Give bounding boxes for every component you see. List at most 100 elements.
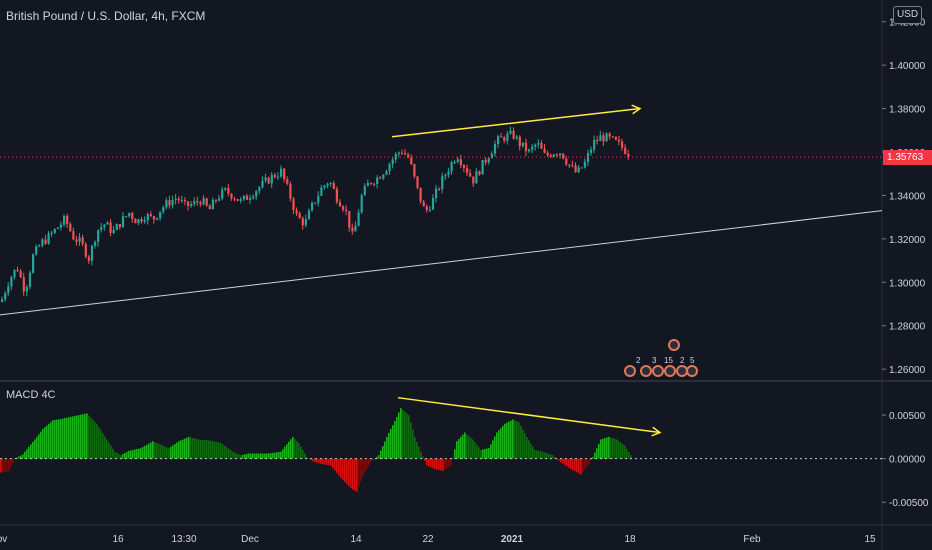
macd-bar [630, 455, 632, 459]
macd-bar [66, 417, 68, 459]
candle-body [534, 144, 537, 147]
macd-bar [134, 449, 136, 459]
macd-bar [58, 419, 60, 459]
symbol-title[interactable]: British Pound / U.S. Dollar, 4h, FXCM [6, 9, 206, 23]
macd-bar [4, 458, 6, 472]
macd-bar [612, 438, 614, 459]
macd-bar [410, 422, 412, 459]
macd-bar [98, 426, 100, 459]
macd-bar [2, 458, 4, 473]
candle-body [521, 142, 524, 147]
macd-bar [352, 458, 354, 490]
candle-body [366, 182, 369, 187]
candle-body [128, 213, 131, 217]
candle-body [624, 147, 627, 154]
candle-body [397, 152, 400, 154]
macd-bar [522, 429, 524, 459]
price-tick-label: 1.40000 [889, 61, 926, 72]
macd-bar [456, 441, 458, 459]
candle-body [239, 199, 242, 201]
macd-bar [114, 451, 116, 459]
macd-bar [222, 444, 224, 459]
macd-bar [434, 458, 436, 470]
currency-button[interactable]: USD [893, 6, 922, 24]
candle-body [196, 201, 199, 203]
macd-bar [398, 412, 400, 459]
macd-bar [226, 447, 228, 459]
macd-bar [220, 442, 222, 459]
candles-group [1, 126, 630, 303]
candle-body [546, 152, 549, 156]
macd-bar [576, 458, 578, 473]
macd-bar [138, 448, 140, 459]
macd-bar [430, 458, 432, 468]
macd-bar [432, 458, 434, 469]
candle-body [493, 143, 497, 154]
macd-bar [248, 453, 250, 459]
candle-body [571, 165, 574, 167]
macd-bar [582, 458, 584, 473]
candle-body [211, 199, 214, 210]
candle-body [599, 135, 602, 141]
macd-bar [620, 442, 622, 459]
macd-bar [34, 439, 36, 459]
candle-body [450, 162, 453, 172]
flag-icon[interactable] [664, 365, 676, 377]
macd-bar [446, 458, 448, 469]
macd-bar [596, 448, 598, 459]
macd-bar [198, 439, 200, 459]
candle-body [4, 293, 7, 300]
macd-bar [156, 442, 158, 459]
macd-bar [392, 425, 394, 459]
macd-bar [358, 458, 360, 487]
candle-body [162, 207, 165, 212]
macd-bar [324, 458, 326, 465]
macd-bar [276, 452, 278, 459]
macd-bar [490, 444, 492, 459]
macd-bar [406, 413, 408, 459]
macd-bar [110, 445, 112, 459]
macd-bar [486, 448, 488, 459]
macd-bar [344, 458, 346, 483]
candle-body [35, 246, 38, 255]
macd-bar [586, 458, 588, 468]
candle-body [81, 237, 84, 244]
candle-body [537, 142, 540, 145]
price-tick-label: 1.34000 [889, 191, 926, 202]
macd-bar [362, 458, 364, 477]
macd-bar [448, 458, 450, 467]
macd-bar [94, 421, 96, 459]
macd-bar [206, 440, 208, 459]
flag-icon[interactable] [624, 365, 636, 377]
candle-body [146, 214, 149, 221]
macd-bar [22, 454, 24, 459]
flag-icon[interactable] [640, 365, 652, 377]
flag-icon[interactable] [686, 365, 698, 377]
macd-bar [376, 456, 378, 459]
macd-bar [228, 448, 230, 459]
candle-body [84, 243, 87, 257]
candle-body [72, 231, 75, 240]
macd-bar [256, 453, 258, 459]
candle-body [354, 225, 357, 232]
macd-arrow-head [651, 426, 662, 437]
candle-body [301, 218, 304, 226]
macd-bar [258, 453, 260, 459]
candle-body [540, 142, 543, 149]
macd-bar [542, 451, 544, 459]
flag-icon[interactable] [652, 365, 664, 377]
macd-bar [18, 456, 20, 459]
macd-bar [210, 440, 212, 459]
macd-bar [508, 421, 510, 459]
macd-indicator-title[interactable]: MACD 4C [6, 389, 56, 401]
price-tick-label: 1.32000 [889, 235, 926, 246]
macd-bar [128, 450, 130, 459]
candle-body [373, 183, 376, 185]
candle-body [314, 202, 317, 204]
flag-icon[interactable] [668, 339, 680, 351]
macd-bar [320, 458, 322, 464]
macd-bar [278, 451, 280, 459]
macd-bar [438, 458, 440, 470]
macd-bar [526, 436, 528, 459]
